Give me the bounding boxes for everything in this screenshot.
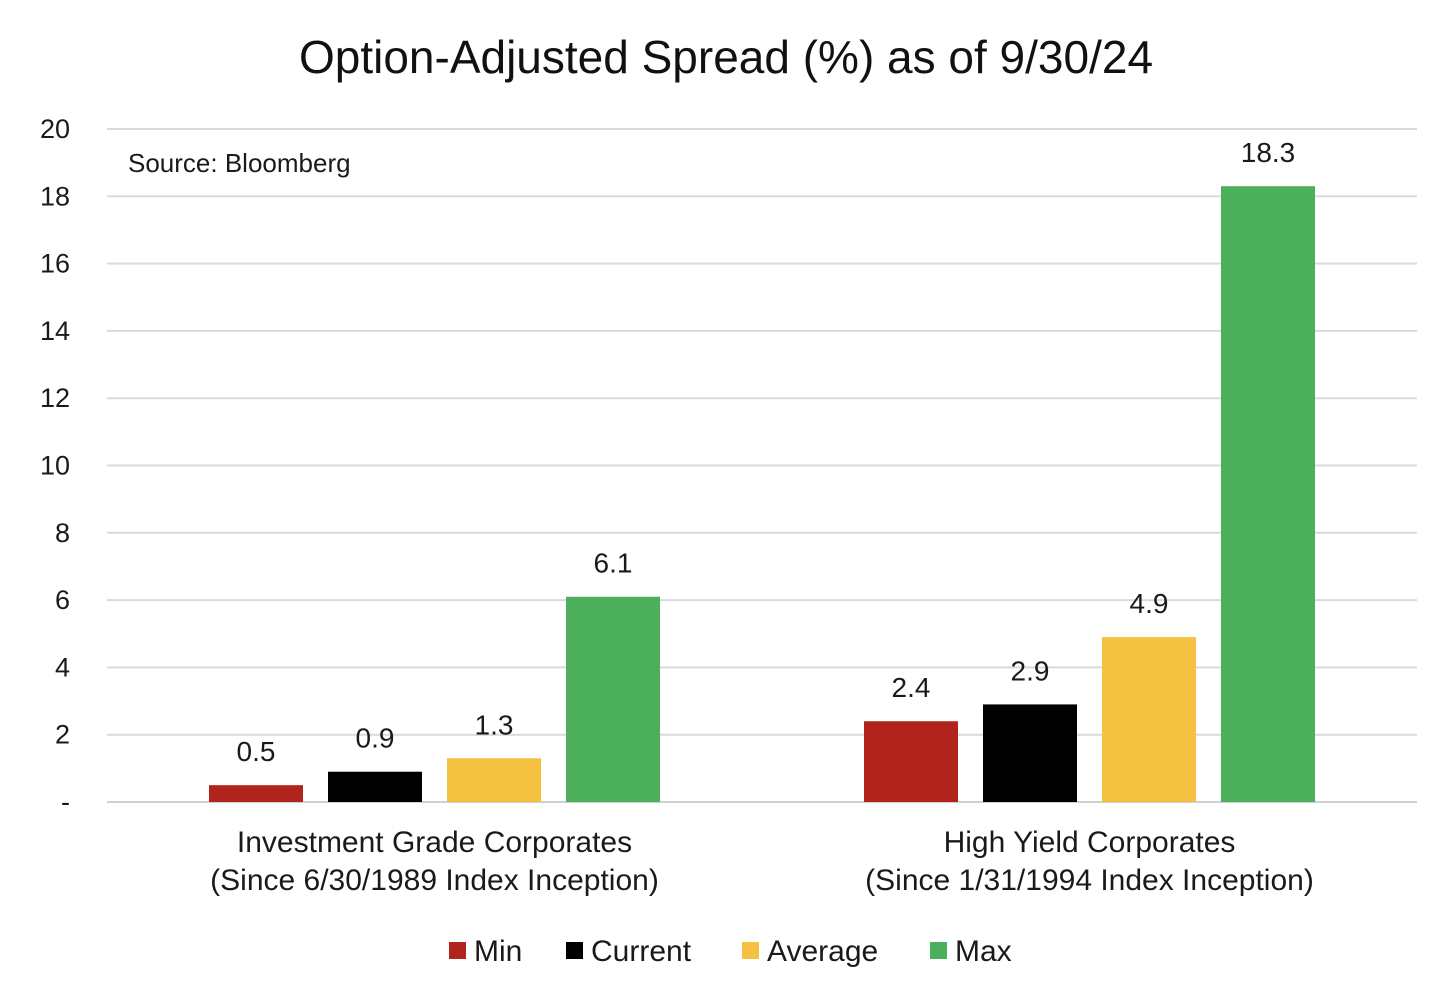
bar-average-2	[1102, 637, 1196, 802]
chart-title: Option-Adjusted Spread (%) as of 9/30/24	[299, 31, 1153, 83]
legend-swatch-max	[930, 942, 947, 959]
bar-min-1	[209, 785, 303, 802]
y-tick-label: 14	[40, 316, 70, 346]
bar-current-1	[328, 771, 422, 802]
category-label: (Since 6/30/1989 Index Inception)	[210, 864, 659, 897]
data-labels: 0.5 2.4 0.9 2.9 1.3 4.9 6.1 18.3	[237, 137, 1296, 767]
data-label: 1.3	[475, 709, 514, 740]
y-tick-label: 18	[40, 181, 70, 211]
y-tick-label: 8	[55, 518, 70, 548]
data-label: 0.5	[237, 736, 276, 767]
y-tick-label: 20	[40, 114, 70, 144]
y-tick-label: 4	[55, 652, 70, 682]
y-tick-label: 6	[55, 585, 70, 615]
legend-swatch-current	[566, 942, 583, 959]
y-tick-label: 12	[40, 383, 70, 413]
category-label: Investment Grade Corporates	[237, 826, 632, 859]
y-tick-label: 2	[55, 720, 70, 750]
data-label: 2.4	[892, 672, 931, 703]
x-axis-category-labels: Investment Grade Corporates (Since 6/30/1…	[210, 826, 1314, 897]
bar-min-2	[864, 721, 958, 802]
legend-swatch-average	[742, 942, 759, 959]
data-label: 4.9	[1130, 588, 1169, 619]
bar-max-1	[566, 596, 660, 802]
y-tick-label: 16	[40, 249, 70, 279]
source-annotation: Source: Bloomberg	[128, 148, 351, 178]
legend-label-min: Min	[474, 935, 522, 968]
bar-current-2	[983, 704, 1077, 802]
bar-average-1	[447, 758, 541, 802]
data-label: 18.3	[1241, 137, 1296, 168]
y-tick-label: 10	[40, 451, 70, 481]
legend-label-current: Current	[591, 935, 692, 968]
data-label: 6.1	[594, 548, 633, 579]
y-axis-tick-labels: - 2 4 6 8 10 12 14 16 18 20	[40, 114, 70, 817]
category-label: High Yield Corporates	[944, 826, 1236, 859]
bars	[209, 186, 1315, 802]
legend-label-average: Average	[767, 935, 878, 968]
legend-label-max: Max	[955, 935, 1012, 968]
data-label: 2.9	[1011, 655, 1050, 686]
y-tick-label: -	[61, 787, 70, 817]
bar-max-2	[1221, 186, 1315, 802]
category-label: (Since 1/31/1994 Index Inception)	[865, 864, 1314, 897]
legend-swatch-min	[449, 942, 466, 959]
gridlines	[107, 128, 1417, 803]
legend: Min Current Average Max	[449, 935, 1012, 968]
data-label: 0.9	[356, 723, 395, 754]
